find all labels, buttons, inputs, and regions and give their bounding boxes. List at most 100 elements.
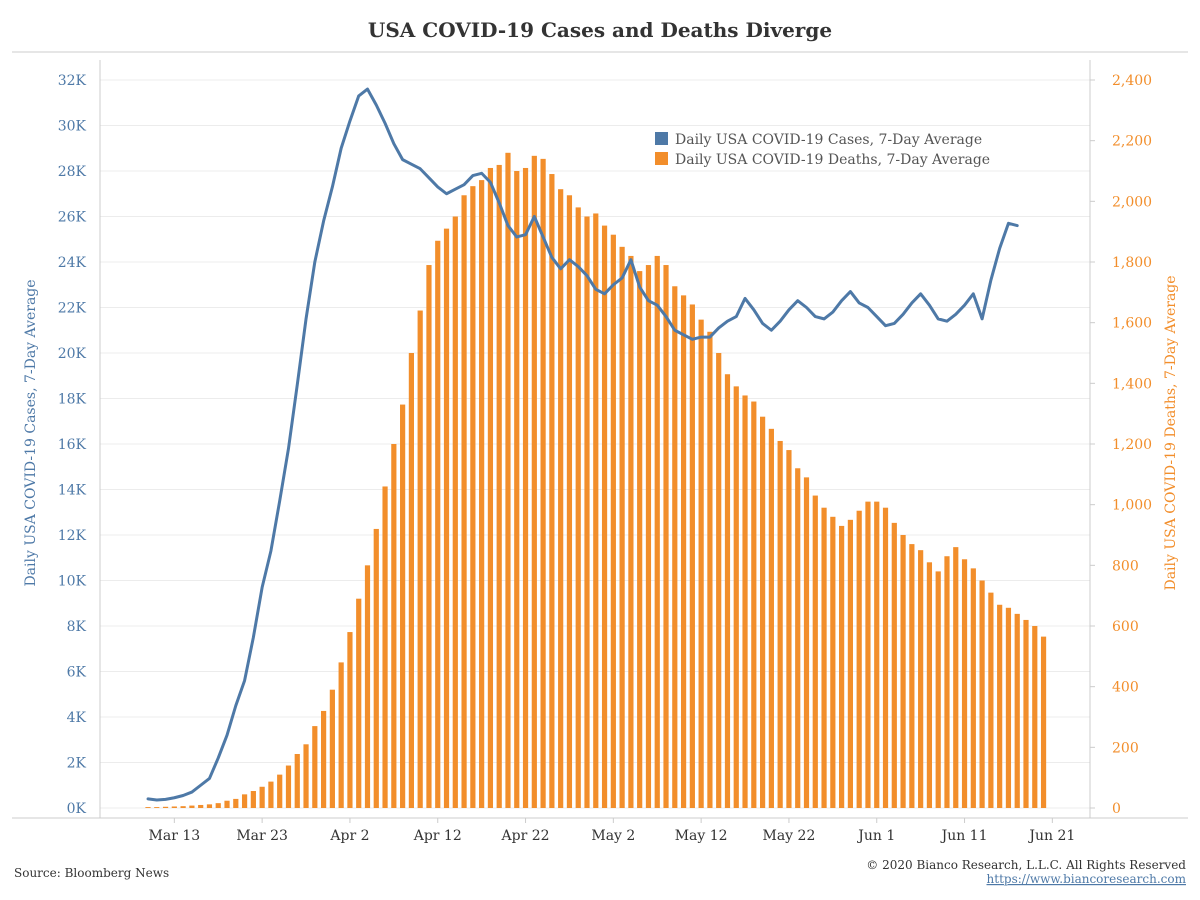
website-link[interactable]: https://www.biancoresearch.com [987,872,1187,886]
deaths-bar [505,152,511,809]
deaths-bar [997,604,1003,808]
legend: Daily USA COVID-19 Cases, 7-Day Average … [655,132,990,168]
deaths-bar [707,331,713,808]
right-axis-ticks: 0 200 400 600 800 1,000 1,200 1,400 1,600 1,800 2,… [1090,73,1152,817]
left-tick-label: 10K [58,574,87,590]
right-tick-label: 2,200 [1112,134,1152,150]
left-tick-label: 26K [58,210,87,226]
left-tick-label: 16K [58,437,87,453]
right-tick-label: 1,200 [1112,437,1152,453]
deaths-bar [549,174,555,809]
deaths-bar [698,319,704,808]
deaths-bar [575,207,581,808]
legend-label-deaths: Daily USA COVID-19 Deaths, 7-Day Average [675,152,990,168]
deaths-bar [180,806,186,808]
deaths-bar [426,265,432,808]
left-tick-label: 22K [58,301,87,317]
deaths-bar [417,310,423,808]
deaths-bar [347,632,353,808]
left-tick-label: 18K [58,392,87,408]
deaths-bar [479,180,485,809]
left-axis-ticks: 0K 2K 4K 6K 8K 10K 12K 14K 16K 18K 20K 22K 24K 26K 28K… [58,73,87,817]
left-tick-label: 0K [67,801,87,817]
deaths-bar [312,726,318,808]
deaths-bar [277,774,283,808]
deaths-bar [909,544,915,808]
deaths-bar [760,416,766,808]
right-tick-label: 1,400 [1112,376,1152,392]
right-tick-label: 800 [1112,558,1139,574]
deaths-bar [689,304,695,808]
deaths-bar [435,240,441,808]
left-tick-label: 4K [67,710,87,726]
x-tick-label: Mar 13 [149,828,201,844]
deaths-bar [865,501,871,808]
copyright-note: © 2020 Bianco Research, L.L.C. All Right… [866,858,1186,872]
right-tick-label: 400 [1112,680,1139,696]
right-tick-label: 1,000 [1112,498,1152,514]
left-tick-label: 12K [58,528,87,544]
deaths-bar [1023,619,1029,808]
deaths-bar [470,186,476,808]
deaths-bar [856,510,862,808]
deaths-bar [1040,636,1047,808]
deaths-bar [303,744,309,808]
deaths-bar [259,786,265,808]
deaths-bar [1005,607,1012,808]
deaths-bar [830,516,836,808]
deaths-bar [961,559,968,808]
deaths-bar [531,155,537,809]
deaths-bar [724,374,731,808]
left-tick-label: 6K [67,665,87,681]
deaths-bar [1014,613,1020,808]
x-tick-label: Mar 23 [236,828,288,844]
deaths-bar [751,401,757,808]
deaths-bar [935,571,941,808]
deaths-bar [452,216,458,808]
deaths-bar [970,568,976,808]
deaths-bar [786,450,792,808]
right-tick-label: 1,800 [1112,255,1152,271]
x-tick-label: May 12 [675,828,728,844]
deaths-bar [487,167,494,808]
deaths-bar [162,806,169,808]
x-tick-label: Apr 2 [329,828,369,844]
deaths-bar [891,522,897,808]
chart-title: USA COVID-19 Cases and Deaths Diverge [368,18,832,42]
right-tick-label: 200 [1112,740,1139,756]
x-tick-label: Apr 12 [413,828,462,844]
deaths-bar [294,754,300,808]
x-axis-ticks: Mar 13 Mar 23 Apr 2 Apr 12 Apr 22 May 2 May 12… [149,818,1075,844]
deaths-bar [233,798,239,808]
right-tick-label: 0 [1112,801,1121,817]
deaths-bar [900,535,906,808]
left-axis-label: Daily USA COVID-19 Cases, 7-Day Average [23,279,39,586]
left-tick-label: 20K [58,346,87,362]
legend-label-cases: Daily USA COVID-19 Cases, 7-Day Average [675,132,982,148]
deaths-bar [584,216,590,808]
deaths-bar [566,195,573,808]
deaths-bar [321,710,327,808]
deaths-bar [408,353,414,808]
deaths-bar [373,528,379,808]
deaths-bar [514,171,520,808]
deaths-bar [206,804,213,808]
deaths-bar [953,547,959,808]
deaths-bar [637,271,643,809]
deaths-bar [171,806,177,808]
cases-line [146,87,1019,802]
x-tick-label: May 22 [763,828,816,844]
deaths-bar [285,765,292,808]
legend-swatch-cases [655,132,668,145]
x-tick-label: Jun 1 [856,828,895,844]
x-tick-label: May 2 [591,828,635,844]
deaths-bar [944,556,950,808]
deaths-bar [400,404,406,808]
deaths-bar [680,295,687,808]
right-tick-label: 2,000 [1112,194,1152,210]
deaths-bar [382,486,388,808]
deaths-bar [364,565,371,808]
left-tick-label: 32K [58,73,87,89]
deaths-bar [558,189,564,808]
